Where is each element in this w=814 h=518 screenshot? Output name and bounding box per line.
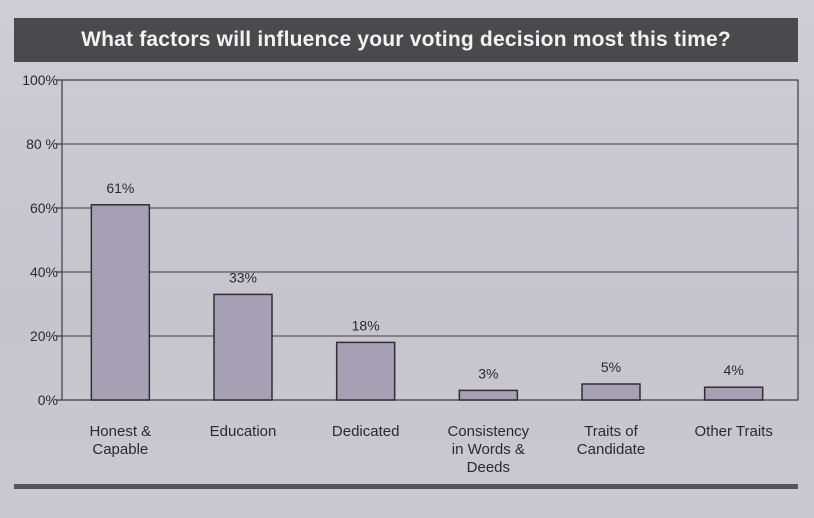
- bottom-divider: [14, 484, 798, 489]
- bar: [213, 293, 273, 401]
- category-label: Other Traits: [694, 423, 772, 440]
- category-label: in Words &: [452, 441, 525, 458]
- bar-value-label: 33%: [229, 269, 257, 285]
- bar: [581, 383, 641, 401]
- category-label: Education: [210, 423, 277, 440]
- bar-value-label: 3%: [478, 365, 498, 381]
- bar: [703, 386, 764, 401]
- category-label: Honest &: [89, 423, 151, 440]
- category-label: Dedicated: [332, 423, 400, 440]
- bar-value-label: 5%: [601, 359, 621, 375]
- bar: [335, 341, 396, 401]
- plot-frame: [61, 79, 799, 401]
- chart-title: What factors will influence your voting …: [14, 18, 798, 62]
- y-tick-label: 0%: [38, 392, 58, 408]
- bar-value-label: 18%: [352, 317, 380, 333]
- category-label: Consistency: [447, 423, 529, 440]
- y-tick-label: 60%: [30, 200, 58, 216]
- category-label: Traits of: [584, 423, 638, 440]
- y-tick-label: 80 %: [26, 136, 58, 152]
- y-tick-label: 20%: [30, 328, 58, 344]
- bar-value-label: 4%: [724, 362, 744, 378]
- category-label: Candidate: [577, 441, 645, 458]
- category-label: Deeds: [467, 459, 510, 476]
- bar: [458, 389, 519, 401]
- y-tick-label: 100%: [22, 72, 58, 88]
- bar: [90, 204, 151, 401]
- category-label: Capable: [92, 441, 148, 458]
- y-tick-label: 40%: [30, 264, 58, 280]
- bar-value-label: 61%: [106, 180, 134, 196]
